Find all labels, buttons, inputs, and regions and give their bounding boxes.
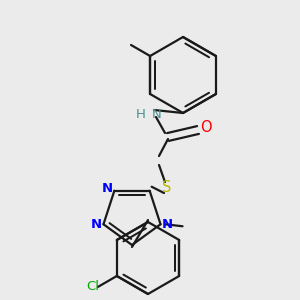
Text: H: H <box>136 109 146 122</box>
Text: N: N <box>102 182 113 195</box>
Text: N: N <box>91 218 102 231</box>
Text: N: N <box>152 109 162 122</box>
Text: S: S <box>162 181 172 196</box>
Text: N: N <box>162 218 173 231</box>
Text: Cl: Cl <box>86 280 99 293</box>
Text: O: O <box>200 121 212 136</box>
